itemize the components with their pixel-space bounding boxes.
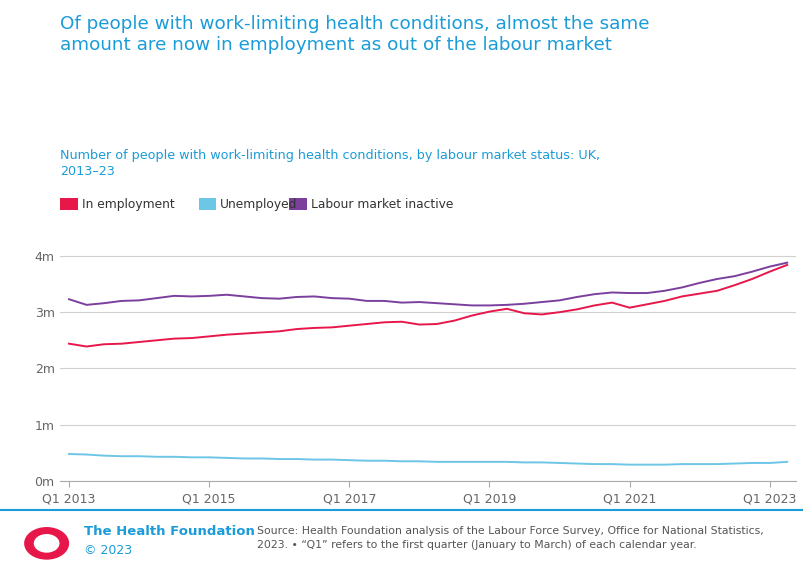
Text: Source: Health Foundation analysis of the Labour Force Survey, Office for Nation: Source: Health Foundation analysis of th… — [257, 526, 763, 550]
Text: The Health Foundation: The Health Foundation — [84, 525, 255, 538]
Text: Of people with work-limiting health conditions, almost the same
amount are now i: Of people with work-limiting health cond… — [60, 15, 649, 54]
Text: In employment: In employment — [82, 198, 174, 210]
Text: © 2023: © 2023 — [84, 545, 132, 557]
Text: Number of people with work-limiting health conditions, by labour market status: : Number of people with work-limiting heal… — [60, 149, 600, 178]
Text: Unemployed: Unemployed — [220, 198, 297, 210]
Text: Labour market inactive: Labour market inactive — [311, 198, 453, 210]
